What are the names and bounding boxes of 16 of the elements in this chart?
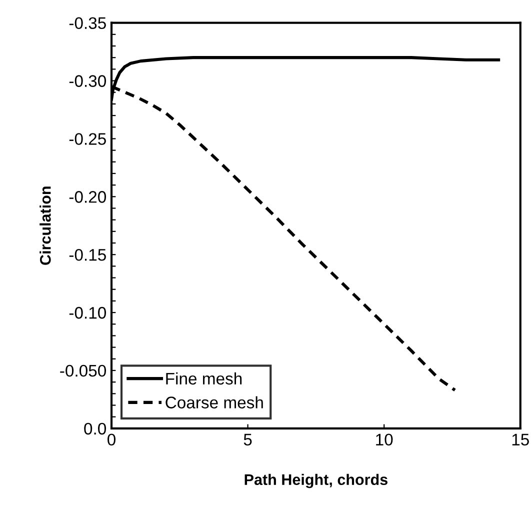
- x-tick-label: 5: [244, 434, 252, 446]
- y-tick-label: -0.10: [69, 306, 106, 319]
- x-tick-label: 10: [376, 434, 393, 446]
- legend-label: Fine mesh: [166, 372, 242, 385]
- legend-label: Coarse mesh: [166, 396, 263, 408]
- y-tick-label: 0.0: [84, 422, 106, 435]
- x-tick-label: 15: [512, 434, 529, 446]
- y-tick-label: -0.20: [69, 191, 106, 203]
- y-tick-label: -0.25: [69, 133, 106, 145]
- x-axis-title: Path Height, chords: [244, 474, 388, 488]
- y-axis-title: Circulation: [40, 186, 51, 265]
- y-tick-label: -0.30: [69, 75, 106, 87]
- x-tick-label: 0: [108, 434, 116, 446]
- y-tick-label: -0.35: [69, 17, 106, 30]
- y-tick-label: -0.15: [69, 248, 106, 261]
- y-tick-label: -0.050: [60, 364, 106, 377]
